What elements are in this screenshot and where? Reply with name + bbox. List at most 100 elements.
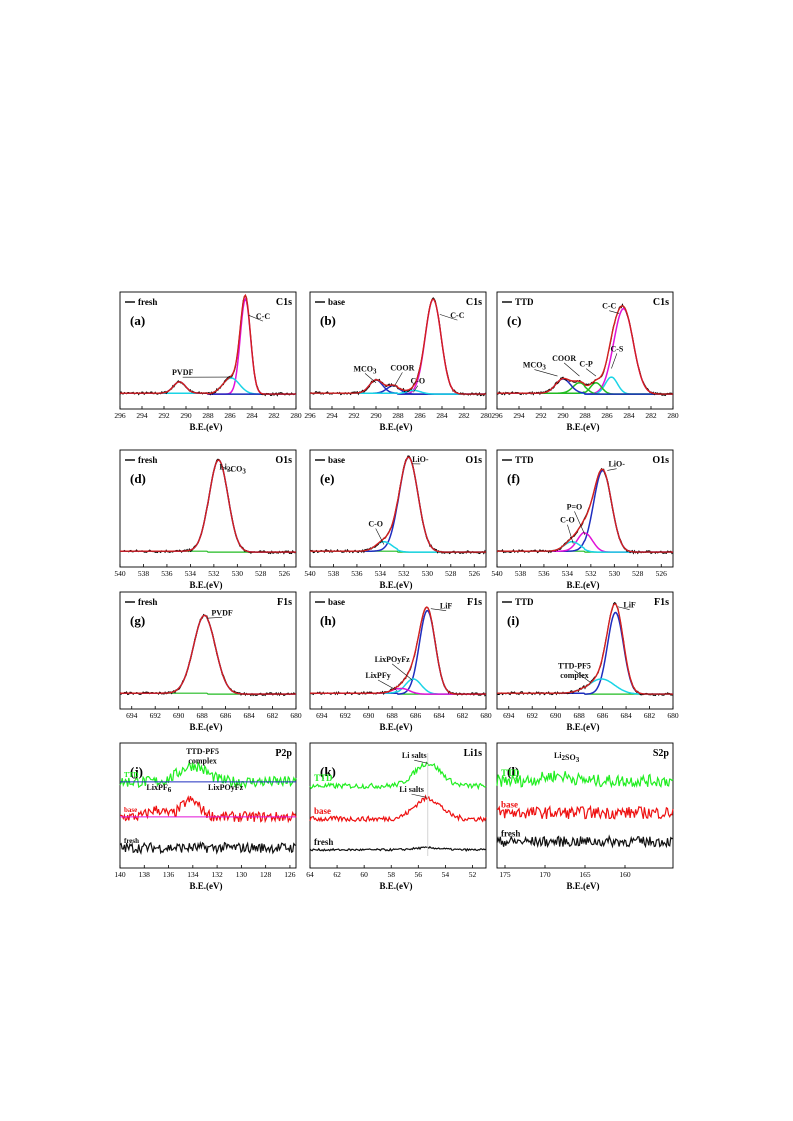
peak-annotation: LiF bbox=[623, 601, 636, 610]
element-label: C1s bbox=[276, 297, 292, 308]
x-tick-label: 294 bbox=[513, 411, 525, 420]
panel-label: (f) bbox=[507, 471, 520, 486]
fit-envelope bbox=[120, 293, 296, 395]
annotation-pointer bbox=[414, 759, 428, 764]
panel-label: (k) bbox=[320, 764, 336, 779]
plot-frame bbox=[496, 742, 674, 869]
peak-annotation: MCO3 bbox=[523, 361, 547, 372]
x-tick-label: 682 bbox=[457, 711, 469, 720]
annotation-pointer bbox=[364, 373, 377, 383]
x-tick-label: 534 bbox=[185, 569, 197, 578]
x-tick-label: 288 bbox=[392, 411, 404, 420]
element-label: F1s bbox=[654, 597, 669, 608]
x-tick-label: 60 bbox=[360, 870, 368, 879]
panel-l: 175 170 165 160 B.E.(eV) (l) S2p TTD base fresh Li… bbox=[496, 742, 674, 891]
x-tick-label: 290 bbox=[180, 411, 192, 420]
peak-annotation: complex bbox=[560, 671, 588, 680]
element-label: P2p bbox=[275, 748, 292, 759]
x-tick-label: 58 bbox=[387, 870, 395, 879]
x-tick-label: 54 bbox=[442, 870, 450, 879]
x-tick-label: 288 bbox=[202, 411, 214, 420]
panel-a: 296 294 292 290 288 286 284 282 280 B.E.(eV) (a) C1… bbox=[114, 291, 302, 432]
trace-fresh bbox=[309, 845, 487, 852]
x-tick-label: 540 bbox=[114, 569, 126, 578]
x-tick-label: 282 bbox=[645, 411, 657, 420]
panel-b: 296 294 292 290 288 286 284 282 280 B.E.(eV) (b) C1… bbox=[304, 291, 492, 432]
element-label: Li1s bbox=[464, 748, 482, 759]
element-label: C1s bbox=[466, 297, 482, 308]
legend-label: fresh bbox=[138, 455, 157, 465]
x-tick-label: 528 bbox=[255, 569, 267, 578]
legend-label: base bbox=[328, 455, 345, 465]
x-tick-label: 170 bbox=[539, 870, 551, 879]
annotation-pointer bbox=[206, 617, 223, 619]
plot-frame bbox=[119, 449, 297, 568]
x-tick-label: 536 bbox=[161, 569, 173, 578]
panel-c: 296 294 292 290 288 286 284 282 280 B.E.(eV) (c) C1… bbox=[491, 291, 679, 432]
peak-annotation: Li salts bbox=[402, 751, 427, 760]
x-tick-label: 528 bbox=[445, 569, 457, 578]
x-tick-label: 680 bbox=[480, 711, 492, 720]
x-tick-label: 532 bbox=[398, 569, 410, 578]
peak-annotation: LiO- bbox=[608, 460, 625, 469]
element-label: O1s bbox=[465, 455, 482, 466]
x-tick-label: 290 bbox=[557, 411, 569, 420]
trace-fresh bbox=[496, 834, 674, 849]
x-tick-label: 140 bbox=[114, 870, 126, 879]
peak-annotation: C-O bbox=[368, 520, 383, 529]
panel-label: (d) bbox=[130, 471, 146, 486]
legend-label: base bbox=[328, 297, 345, 307]
annotation-pointer bbox=[413, 385, 419, 393]
peak-annotation: P=O bbox=[567, 502, 583, 511]
x-tick-label: 530 bbox=[232, 569, 244, 578]
x-tick-label: 286 bbox=[224, 411, 236, 420]
element-label: F1s bbox=[467, 597, 482, 608]
legend-label: TTD bbox=[515, 297, 534, 307]
annotation-pointer bbox=[375, 528, 385, 545]
peak-annotation: LixPOyFz bbox=[375, 655, 411, 664]
panel-label: (l) bbox=[507, 764, 519, 779]
x-tick-label: 52 bbox=[469, 870, 477, 879]
panel-label: (a) bbox=[130, 313, 145, 328]
x-tick-label: 692 bbox=[527, 711, 539, 720]
trace-ttd bbox=[309, 761, 487, 791]
trace-label: TTD bbox=[124, 771, 138, 779]
panel-label: (i) bbox=[507, 613, 519, 628]
plot-frame bbox=[496, 291, 674, 410]
panel-label: (e) bbox=[320, 471, 334, 486]
peak-annotation: C-O bbox=[410, 377, 425, 386]
x-tick-label: 292 bbox=[535, 411, 547, 420]
x-tick-label: 680 bbox=[290, 711, 302, 720]
annotation-pointer bbox=[617, 606, 630, 610]
plot-frame bbox=[309, 449, 487, 568]
x-tick-label: 532 bbox=[208, 569, 220, 578]
plot-frame bbox=[309, 742, 487, 869]
x-tick-label: 296 bbox=[491, 411, 503, 420]
peak-annotation: PVDF bbox=[172, 368, 193, 377]
x-tick-label: 132 bbox=[211, 870, 223, 879]
peak-annotation: TTD-PF5 bbox=[186, 747, 219, 756]
trace-base bbox=[309, 794, 487, 823]
legend-label: fresh bbox=[138, 297, 157, 307]
trace-label: TTD bbox=[314, 773, 333, 783]
x-tick-label: 526 bbox=[656, 569, 668, 578]
legend-label: fresh bbox=[138, 597, 157, 607]
plot-frame bbox=[309, 291, 487, 410]
x-tick-label: 686 bbox=[410, 711, 422, 720]
annotation-pointer bbox=[411, 793, 427, 798]
annotation-pointer bbox=[611, 353, 618, 369]
peak-annotation: PVDF bbox=[211, 608, 232, 617]
x-axis-label: B.E.(eV) bbox=[380, 722, 413, 732]
peak-annotation: COOR bbox=[552, 354, 576, 363]
plot-frame bbox=[496, 591, 674, 710]
x-tick-label: 282 bbox=[268, 411, 280, 420]
panel-label: (c) bbox=[507, 313, 521, 328]
x-tick-label: 165 bbox=[579, 870, 591, 879]
annotation-pointer bbox=[585, 368, 597, 377]
plot-frame bbox=[119, 591, 297, 710]
x-tick-label: 290 bbox=[370, 411, 382, 420]
x-tick-label: 294 bbox=[136, 411, 148, 420]
trace-base bbox=[496, 804, 674, 820]
panel-g: 694 692 690 688 686 684 682 680 B.E.(eV) (g) F1s fr… bbox=[119, 591, 302, 732]
trace-label: base bbox=[124, 806, 137, 814]
